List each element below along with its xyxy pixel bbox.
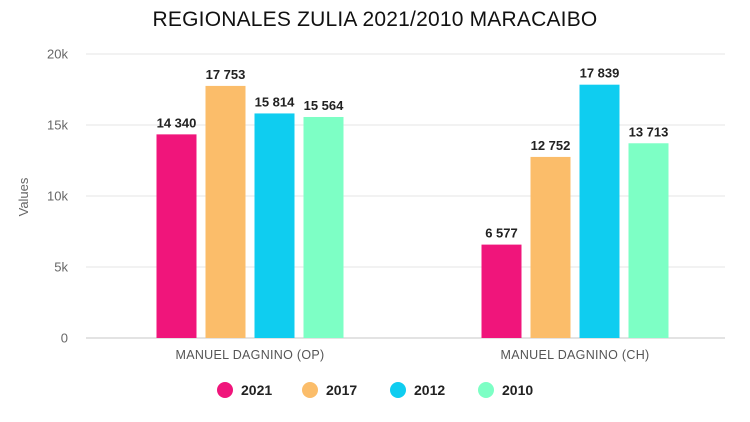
legend-item-2010[interactable]: 2010 bbox=[478, 382, 533, 398]
legend-swatch bbox=[217, 382, 233, 398]
legend-swatch bbox=[478, 382, 494, 398]
x-category-label: MANUEL DAGNINO (OP) bbox=[176, 348, 325, 362]
data-label: 15 564 bbox=[304, 98, 345, 113]
legend-label: 2010 bbox=[502, 382, 533, 398]
bar-2017-2 bbox=[530, 156, 571, 338]
y-axis-title: Values bbox=[16, 177, 31, 216]
y-tick-label: 5k bbox=[54, 260, 68, 275]
bar-2012-1 bbox=[254, 113, 295, 339]
legend-label: 2017 bbox=[326, 382, 357, 398]
data-label: 17 839 bbox=[580, 66, 620, 81]
legend-label: 2012 bbox=[414, 382, 445, 398]
legend-item-2012[interactable]: 2012 bbox=[390, 382, 445, 398]
data-label: 13 713 bbox=[629, 124, 669, 139]
y-axis-ticks: 0 5k 10k 15k 20k bbox=[47, 47, 68, 346]
data-label: 14 340 bbox=[157, 115, 197, 130]
data-label: 6 577 bbox=[485, 226, 518, 241]
bar-2021-2 bbox=[481, 244, 522, 338]
data-labels: 14 340 17 753 15 814 15 564 6 577 12 752 17 83… bbox=[157, 66, 669, 241]
bar-2017-1 bbox=[205, 85, 246, 338]
bars bbox=[156, 84, 669, 339]
data-label: 12 752 bbox=[531, 138, 571, 153]
legend-item-2017[interactable]: 2017 bbox=[302, 382, 357, 398]
data-label: 17 753 bbox=[206, 67, 246, 82]
legend: 2021 2017 2012 2010 bbox=[217, 382, 533, 398]
legend-label: 2021 bbox=[241, 382, 272, 398]
bar-2010-2 bbox=[628, 143, 669, 338]
bar-2012-2 bbox=[579, 84, 620, 338]
y-tick-label: 10k bbox=[47, 189, 68, 204]
legend-swatch bbox=[302, 382, 318, 398]
bar-2010-1 bbox=[303, 116, 344, 338]
y-tick-label: 20k bbox=[47, 47, 68, 62]
x-axis-categories: MANUEL DAGNINO (OP) MANUEL DAGNINO (CH) bbox=[176, 348, 650, 362]
y-tick-label: 0 bbox=[61, 331, 68, 346]
x-category-label: MANUEL DAGNINO (CH) bbox=[501, 348, 650, 362]
legend-swatch bbox=[390, 382, 406, 398]
chart-title: REGIONALES ZULIA 2021/2010 MARACAIBO bbox=[152, 8, 598, 31]
data-label: 15 814 bbox=[255, 94, 296, 109]
bar-2021-1 bbox=[156, 134, 197, 338]
y-tick-label: 15k bbox=[47, 118, 68, 133]
legend-item-2021[interactable]: 2021 bbox=[217, 382, 272, 398]
